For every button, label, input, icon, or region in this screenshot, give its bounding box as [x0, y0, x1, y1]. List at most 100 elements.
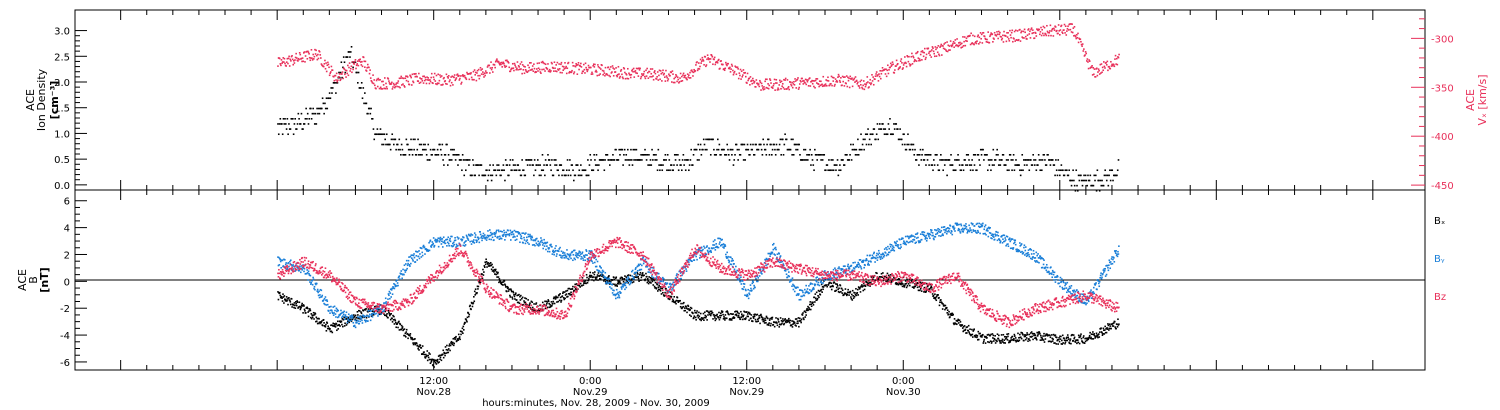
bx-point: [982, 342, 985, 344]
vx-point: [627, 67, 629, 70]
ion-density-point: [425, 148, 427, 151]
bx-point: [1065, 339, 1067, 342]
by-point: [412, 260, 414, 262]
vx-point: [542, 62, 545, 64]
by-point: [279, 257, 281, 260]
ion-density-point: [848, 159, 851, 161]
vx-point: [291, 58, 294, 61]
vx-point: [598, 74, 600, 77]
ion-density-point: [852, 143, 854, 146]
bx-point: [654, 287, 656, 289]
vx-point: [601, 64, 603, 67]
vx-point: [631, 69, 633, 72]
bx-point: [484, 261, 487, 264]
vx-point: [825, 79, 827, 81]
by-point: [428, 241, 430, 244]
ion-density-point: [699, 143, 702, 146]
bx-point: [656, 283, 659, 286]
vx-point: [655, 78, 658, 80]
bx-point: [1020, 337, 1023, 340]
bx-point: [657, 290, 659, 292]
bx-point: [516, 294, 518, 297]
bx-point: [933, 296, 936, 299]
ion-density-point: [654, 159, 656, 161]
vx-point: [674, 76, 677, 79]
vx-point: [294, 59, 296, 61]
by-point: [404, 271, 407, 273]
bx-point: [493, 268, 496, 271]
bx-point: [793, 321, 796, 323]
bx-point: [437, 361, 440, 364]
vx-point: [516, 61, 519, 63]
bx-point: [513, 295, 516, 298]
bx-point: [569, 294, 571, 296]
vx-point: [571, 61, 574, 64]
ion-density-point: [965, 154, 968, 156]
bx-point: [544, 300, 546, 303]
bx-point: [1009, 339, 1012, 342]
by-point: [390, 289, 393, 291]
vx-point: [318, 50, 320, 52]
bx-point: [839, 284, 842, 287]
bx-point: [417, 346, 420, 348]
ion-density-point: [625, 154, 628, 156]
bx-point: [788, 320, 791, 322]
vx-point: [1002, 34, 1004, 37]
vx-point: [907, 60, 910, 63]
by-point: [289, 260, 291, 263]
vx-point: [992, 41, 994, 43]
bx-point: [285, 296, 288, 298]
by-point: [396, 282, 399, 284]
vx-point: [1028, 33, 1031, 35]
bx-point: [763, 322, 766, 324]
by-point: [337, 309, 340, 312]
ion-density-point: [765, 154, 768, 156]
bx-point: [822, 288, 824, 291]
ion-density-point: [689, 159, 692, 161]
vx-point: [672, 81, 675, 84]
bx-point: [951, 314, 953, 317]
bx-point: [766, 323, 769, 326]
vx-point: [742, 69, 745, 71]
vx-point: [887, 64, 889, 67]
vx-point: [712, 63, 714, 66]
vx-point: [860, 79, 863, 82]
bx-point: [530, 300, 533, 303]
vx-point: [780, 87, 782, 90]
bx-point: [410, 336, 412, 339]
vx-point: [452, 84, 454, 86]
bx-point: [357, 317, 360, 319]
vx-point: [659, 78, 661, 81]
bx-point: [913, 285, 916, 288]
bx-point: [982, 340, 985, 343]
ion-density-point: [1112, 179, 1114, 182]
vx-point: [1061, 31, 1063, 33]
vx-point: [760, 89, 762, 91]
bx-point: [901, 285, 904, 288]
bx-point: [976, 334, 979, 337]
bx-point: [661, 287, 664, 290]
vx-point: [1063, 23, 1066, 26]
ion-density-point: [357, 71, 360, 74]
ion-density-point: [370, 107, 372, 110]
bx-point: [402, 328, 405, 331]
ion-density-point: [1034, 159, 1037, 161]
vx-point: [659, 70, 662, 72]
ion-density-point: [1026, 164, 1028, 166]
vx-point: [779, 81, 782, 83]
vx-point: [356, 63, 359, 65]
bx-point: [465, 318, 467, 321]
vx-point: [1100, 72, 1102, 74]
vx-point: [946, 41, 948, 43]
ion-density-point: [334, 82, 336, 84]
vx-point: [330, 65, 333, 68]
bx-point: [342, 325, 344, 328]
vx-point: [338, 76, 340, 78]
by-point: [335, 307, 338, 310]
bx-point: [1085, 337, 1088, 340]
by-point: [340, 309, 342, 312]
bx-point: [412, 342, 414, 344]
vx-point: [971, 42, 974, 44]
ion-density-point: [279, 118, 282, 120]
vx-point: [1084, 54, 1086, 56]
